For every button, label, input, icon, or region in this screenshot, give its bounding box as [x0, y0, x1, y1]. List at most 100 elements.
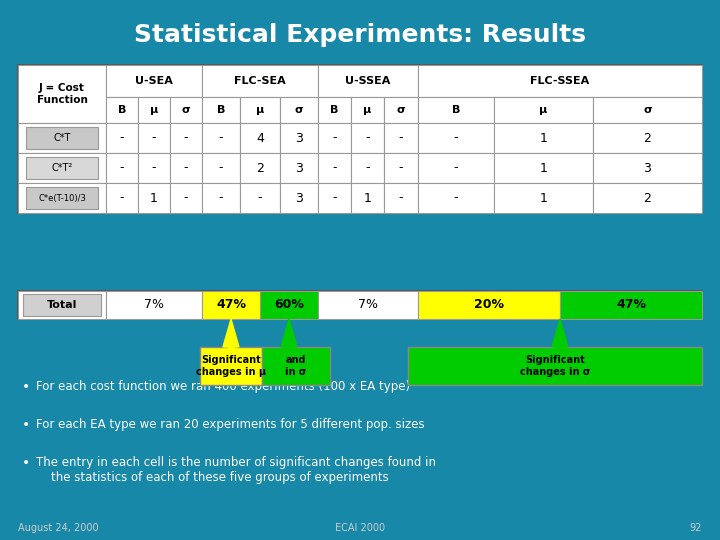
Bar	[351, 183, 384, 213]
Bar	[494, 183, 593, 213]
Text: FLC-SEA: FLC-SEA	[234, 76, 286, 86]
Bar	[202, 97, 240, 123]
Text: -: -	[219, 192, 223, 205]
Text: -: -	[332, 132, 337, 145]
Bar	[26, 157, 98, 179]
Polygon shape	[286, 347, 292, 359]
Text: 1: 1	[539, 192, 547, 205]
Bar	[280, 153, 318, 183]
Text: U-SEA: U-SEA	[135, 76, 173, 86]
Bar	[240, 183, 280, 213]
Bar	[418, 153, 494, 183]
Bar	[384, 97, 418, 123]
Text: B: B	[118, 105, 126, 115]
Bar	[18, 65, 702, 213]
Bar	[240, 123, 280, 153]
Text: -: -	[332, 192, 337, 205]
Bar	[18, 291, 106, 319]
Bar	[170, 153, 202, 183]
Text: 1: 1	[539, 161, 547, 174]
Text: U-SSEA: U-SSEA	[346, 76, 391, 86]
Text: C*T²: C*T²	[51, 163, 73, 173]
Text: -: -	[184, 161, 188, 174]
Bar	[318, 123, 351, 153]
Bar	[106, 291, 202, 319]
Text: •: •	[22, 380, 30, 394]
Bar	[106, 123, 138, 153]
Text: 92: 92	[690, 523, 702, 533]
Text: 3: 3	[295, 161, 303, 174]
Text: B: B	[452, 105, 460, 115]
Bar	[202, 291, 260, 319]
Text: -: -	[120, 132, 125, 145]
Text: For each EA type we ran 20 experiments for 5 different pop. sizes: For each EA type we ran 20 experiments f…	[36, 418, 425, 431]
Bar	[494, 97, 593, 123]
Bar	[202, 183, 240, 213]
Bar	[593, 183, 702, 213]
Text: 1: 1	[150, 192, 158, 205]
Bar	[418, 183, 494, 213]
Text: -: -	[152, 132, 156, 145]
Text: -: -	[219, 161, 223, 174]
Bar	[106, 97, 138, 123]
Text: -: -	[219, 132, 223, 145]
Polygon shape	[223, 319, 239, 347]
Bar	[318, 183, 351, 213]
Text: μ: μ	[150, 105, 158, 115]
Text: 3: 3	[295, 192, 303, 205]
Bar	[26, 127, 98, 149]
Bar	[418, 123, 494, 153]
Text: -: -	[365, 132, 370, 145]
Bar	[106, 65, 202, 97]
Bar	[18, 123, 106, 153]
Text: Significant
changes in σ: Significant changes in σ	[520, 355, 590, 377]
Bar	[138, 153, 170, 183]
Text: -: -	[365, 161, 370, 174]
Text: 60%: 60%	[274, 299, 304, 312]
Text: For each cost function we ran 400 experiments (100 x EA type): For each cost function we ran 400 experi…	[36, 380, 410, 393]
Bar	[280, 183, 318, 213]
Bar	[23, 294, 101, 316]
Text: -: -	[454, 132, 458, 145]
Bar	[408, 347, 702, 385]
Text: σ: σ	[181, 105, 190, 115]
Text: •: •	[22, 418, 30, 432]
Bar	[351, 153, 384, 183]
Bar	[202, 153, 240, 183]
Bar	[280, 97, 318, 123]
Bar	[384, 153, 418, 183]
Bar	[170, 183, 202, 213]
Bar	[138, 183, 170, 213]
Text: 3: 3	[644, 161, 652, 174]
Text: -: -	[258, 192, 262, 205]
Bar	[384, 123, 418, 153]
Text: B: B	[217, 105, 225, 115]
Bar	[318, 153, 351, 183]
Bar	[418, 65, 702, 97]
Bar	[18, 65, 106, 123]
Text: C*e(T-10)/3: C*e(T-10)/3	[38, 193, 86, 202]
Text: σ: σ	[294, 105, 303, 115]
Bar	[138, 123, 170, 153]
Bar	[280, 123, 318, 153]
Text: -: -	[332, 161, 337, 174]
Text: -: -	[454, 192, 458, 205]
Text: The entry in each cell is the number of significant changes found in
    the sta: The entry in each cell is the number of …	[36, 456, 436, 484]
Bar	[240, 97, 280, 123]
Text: J = Cost
Function: J = Cost Function	[37, 83, 87, 105]
Bar	[318, 291, 418, 319]
Text: 2: 2	[644, 192, 652, 205]
Bar	[384, 183, 418, 213]
Bar	[593, 97, 702, 123]
Text: -: -	[184, 132, 188, 145]
Text: ECAI 2000: ECAI 2000	[335, 523, 385, 533]
Text: 1: 1	[539, 132, 547, 145]
Text: C*T: C*T	[53, 133, 71, 143]
Text: Total: Total	[47, 300, 77, 310]
Text: B: B	[330, 105, 338, 115]
Polygon shape	[557, 347, 563, 359]
Text: μ: μ	[256, 105, 264, 115]
Bar	[593, 153, 702, 183]
Text: -: -	[120, 161, 125, 174]
Bar	[170, 123, 202, 153]
